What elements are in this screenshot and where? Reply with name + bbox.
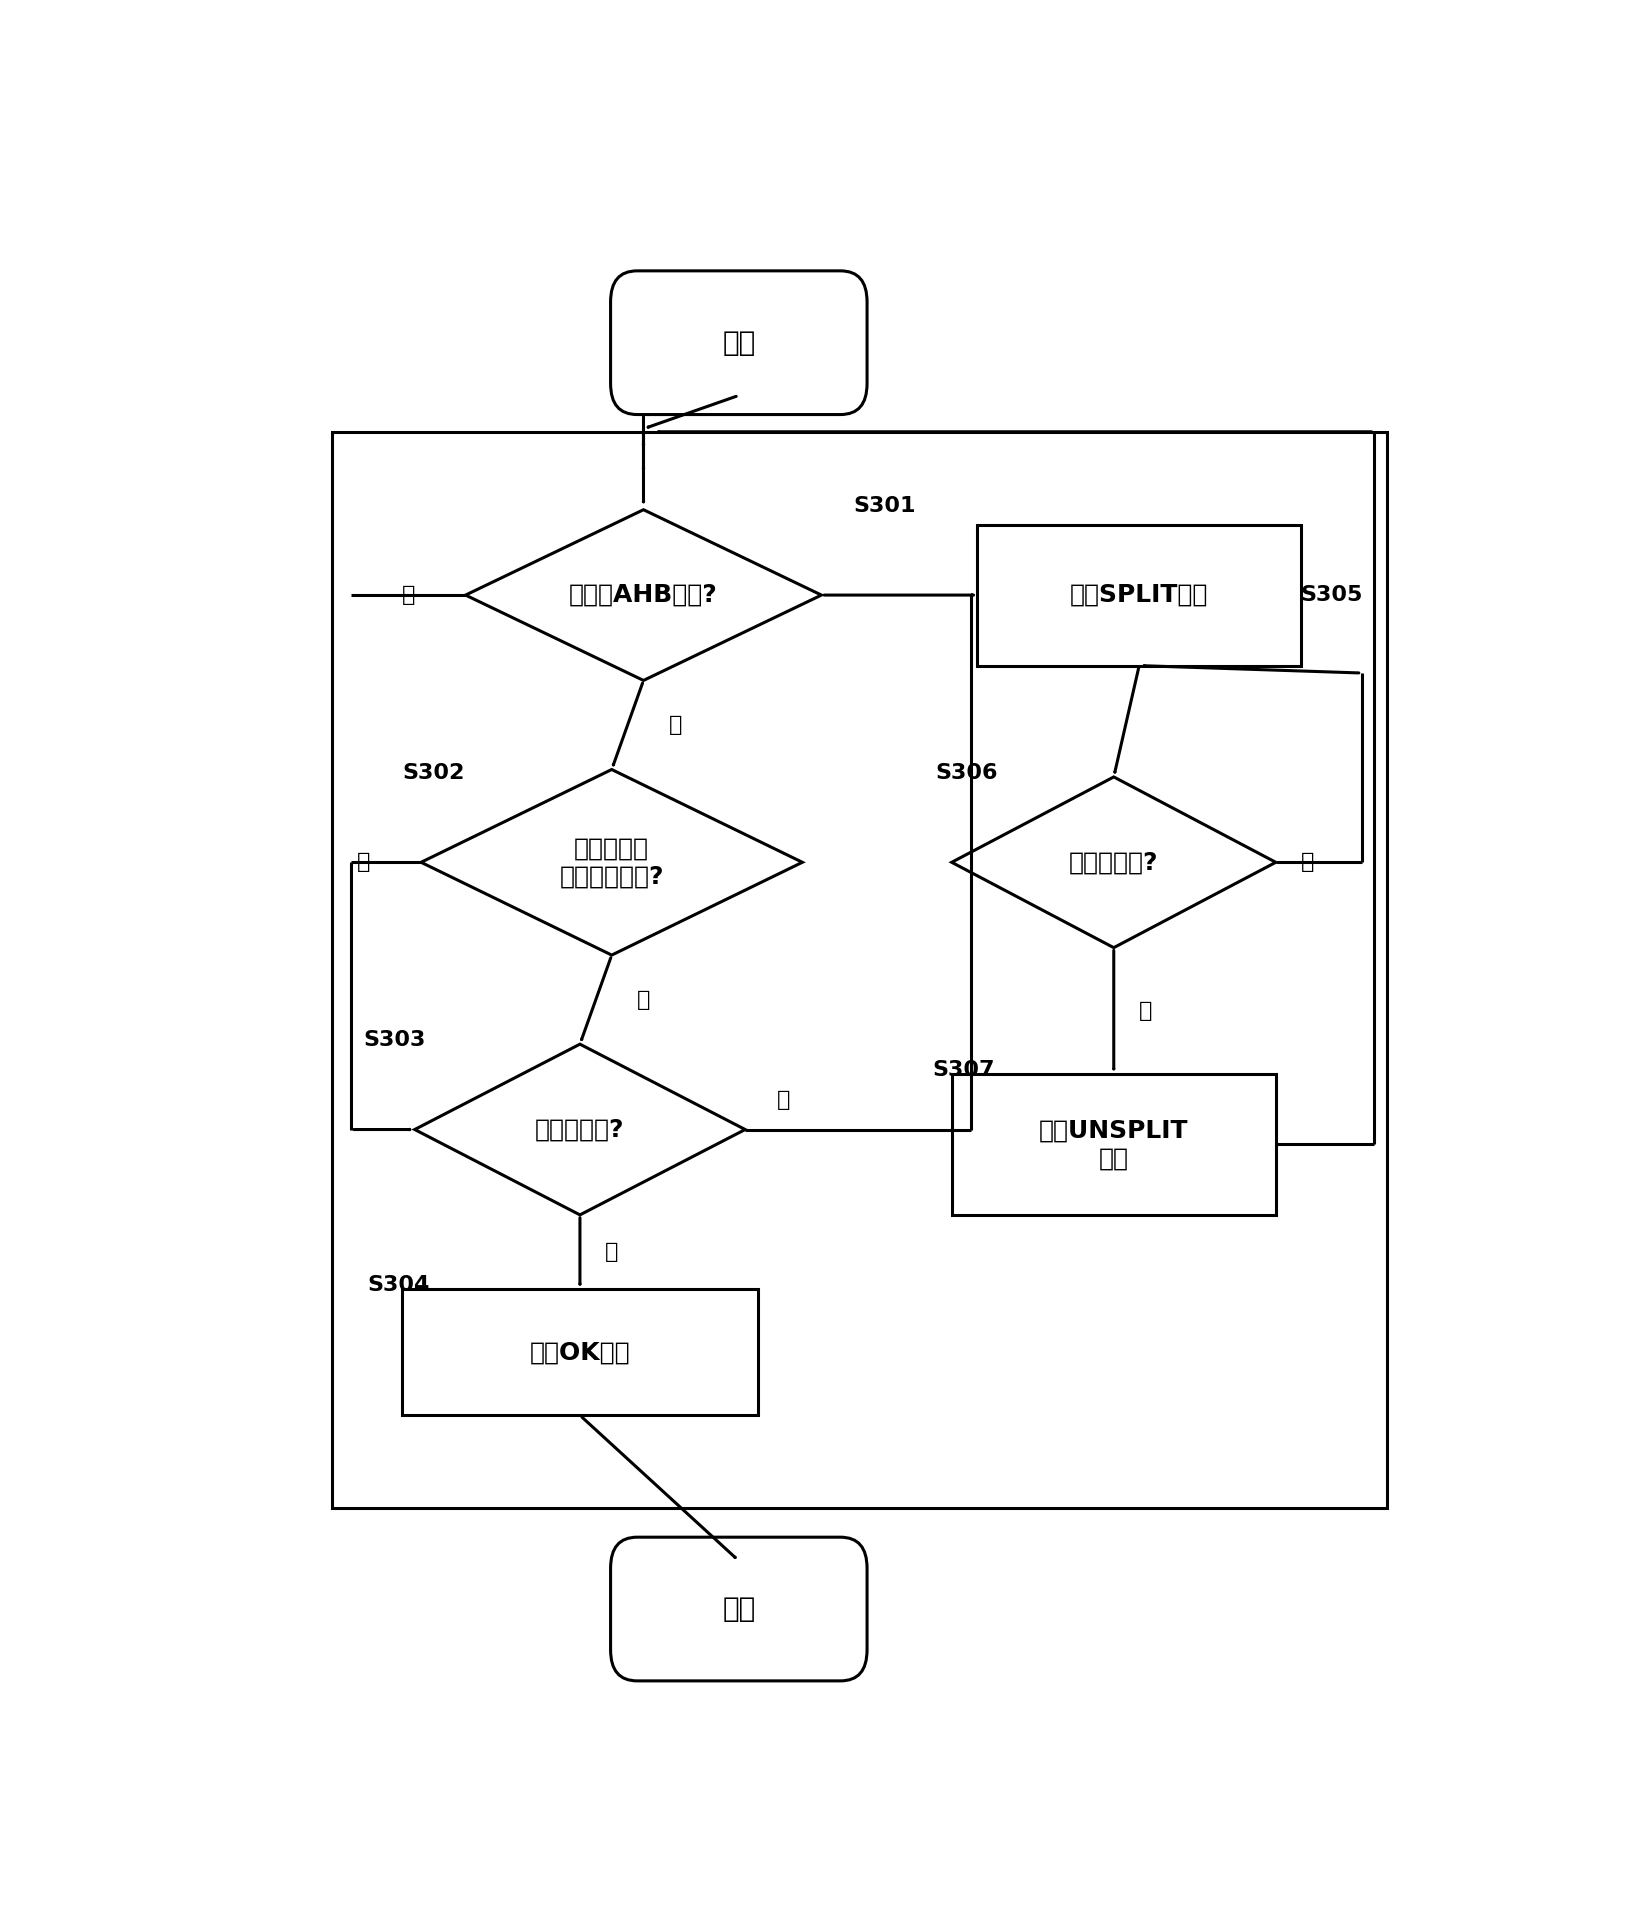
Text: 是: 是	[636, 989, 649, 1010]
Bar	[977, 524, 1300, 665]
Bar	[402, 1290, 757, 1415]
Text: S307: S307	[931, 1060, 993, 1080]
Text: 是: 是	[605, 1242, 618, 1263]
Text: S302: S302	[402, 763, 464, 783]
Text: 请求可执行?: 请求可执行?	[534, 1118, 624, 1141]
Text: 接收到AHB请求?: 接收到AHB请求?	[569, 582, 718, 607]
Text: 发送UNSPLIT
响应: 发送UNSPLIT 响应	[1039, 1118, 1188, 1170]
Text: 该请求是否
第一次被发送?: 该请求是否 第一次被发送?	[559, 837, 664, 889]
Text: 是: 是	[669, 715, 682, 735]
Polygon shape	[415, 1045, 744, 1215]
Text: 否: 否	[777, 1089, 790, 1111]
Text: 否: 否	[1300, 852, 1313, 871]
Bar	[951, 1074, 1275, 1215]
Text: 结束: 结束	[721, 1594, 756, 1623]
Polygon shape	[421, 769, 801, 954]
Text: S301: S301	[852, 495, 915, 517]
Text: 否: 否	[402, 584, 415, 605]
Text: 是: 是	[1137, 1001, 1152, 1020]
Text: S306: S306	[936, 763, 998, 783]
Polygon shape	[465, 509, 821, 681]
Text: 发送SPLIT响应: 发送SPLIT响应	[1069, 582, 1208, 607]
Bar	[331, 432, 1387, 1508]
Text: 否: 否	[357, 852, 370, 871]
FancyBboxPatch shape	[610, 1537, 867, 1681]
Polygon shape	[951, 777, 1275, 949]
FancyBboxPatch shape	[610, 270, 867, 415]
Text: S303: S303	[364, 1030, 426, 1051]
Text: S304: S304	[367, 1276, 429, 1296]
Text: 发送OK响应: 发送OK响应	[529, 1340, 629, 1365]
Text: S305: S305	[1300, 584, 1362, 605]
Text: 请求可执行?: 请求可执行?	[1069, 850, 1157, 873]
Text: 开始: 开始	[721, 328, 756, 357]
